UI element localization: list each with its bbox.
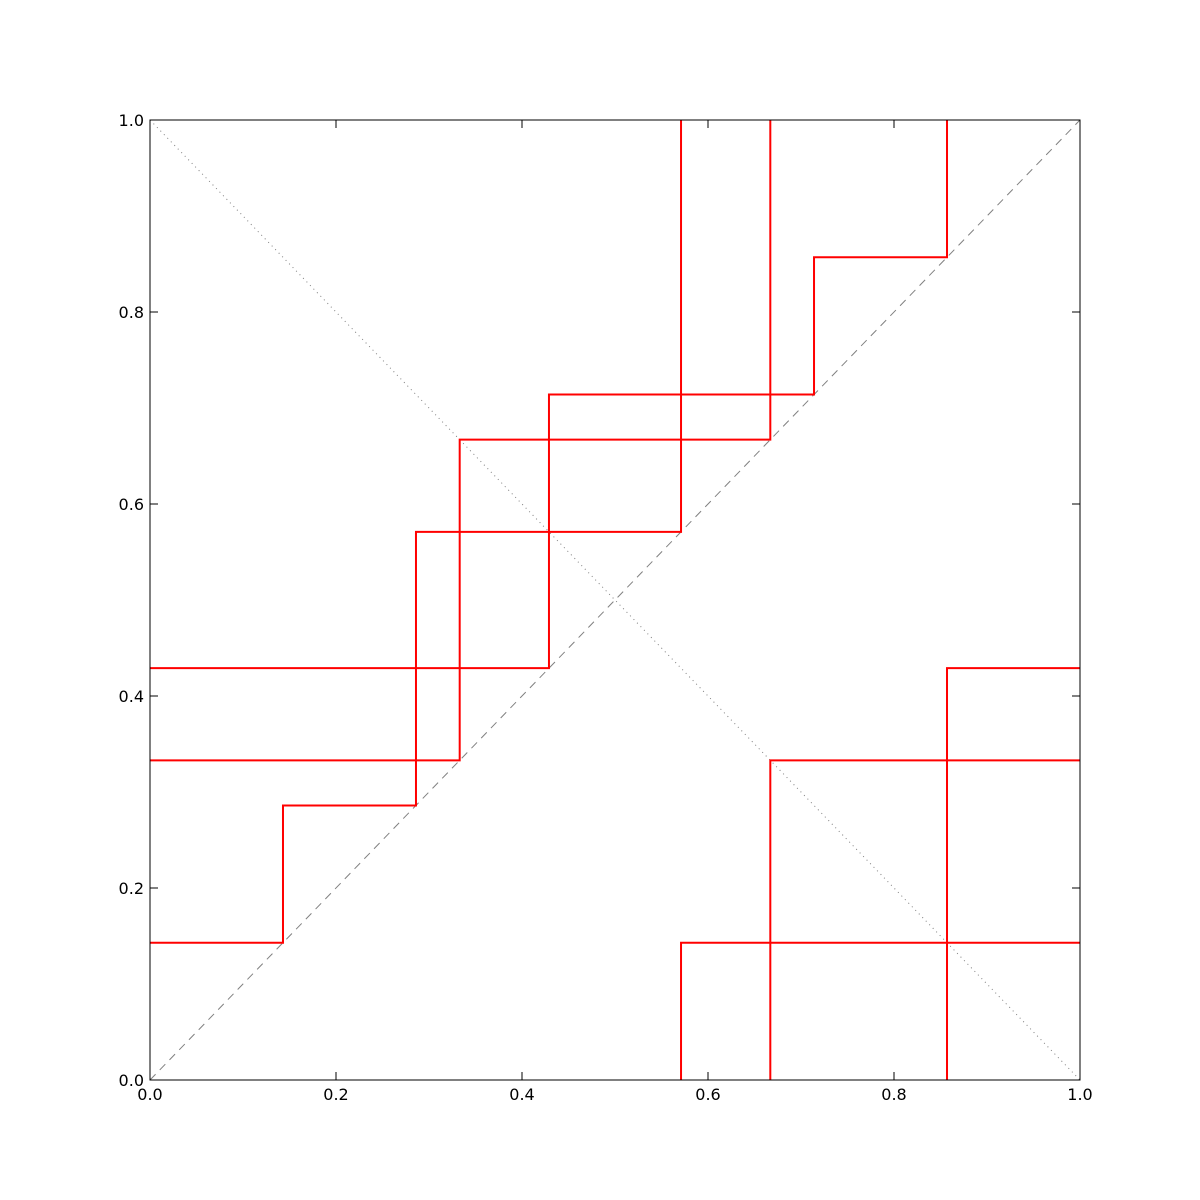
- plot-frame: [149, 119, 1081, 1081]
- x-tick-label: 0.8: [881, 1085, 906, 1104]
- y-tick-label: 1.0: [119, 111, 144, 130]
- y-tick-label: 0.6: [119, 495, 144, 514]
- y-tick-label: 0.8: [119, 303, 144, 322]
- x-tick-label: 0.0: [137, 1085, 162, 1104]
- x-tick-label: 0.6: [695, 1085, 720, 1104]
- line-series: [150, 120, 1080, 1080]
- x-tick-label: 1.0: [1067, 1085, 1092, 1104]
- line-series: [150, 120, 1080, 1080]
- y-tick-label: 0.2: [119, 879, 144, 898]
- x-tick-label: 0.2: [323, 1085, 348, 1104]
- x-tick-label: 0.4: [509, 1085, 534, 1104]
- line-series: [149, 119, 1081, 1081]
- y-tick-label: 0.0: [119, 1071, 144, 1090]
- y-tick-label: 0.4: [119, 687, 144, 706]
